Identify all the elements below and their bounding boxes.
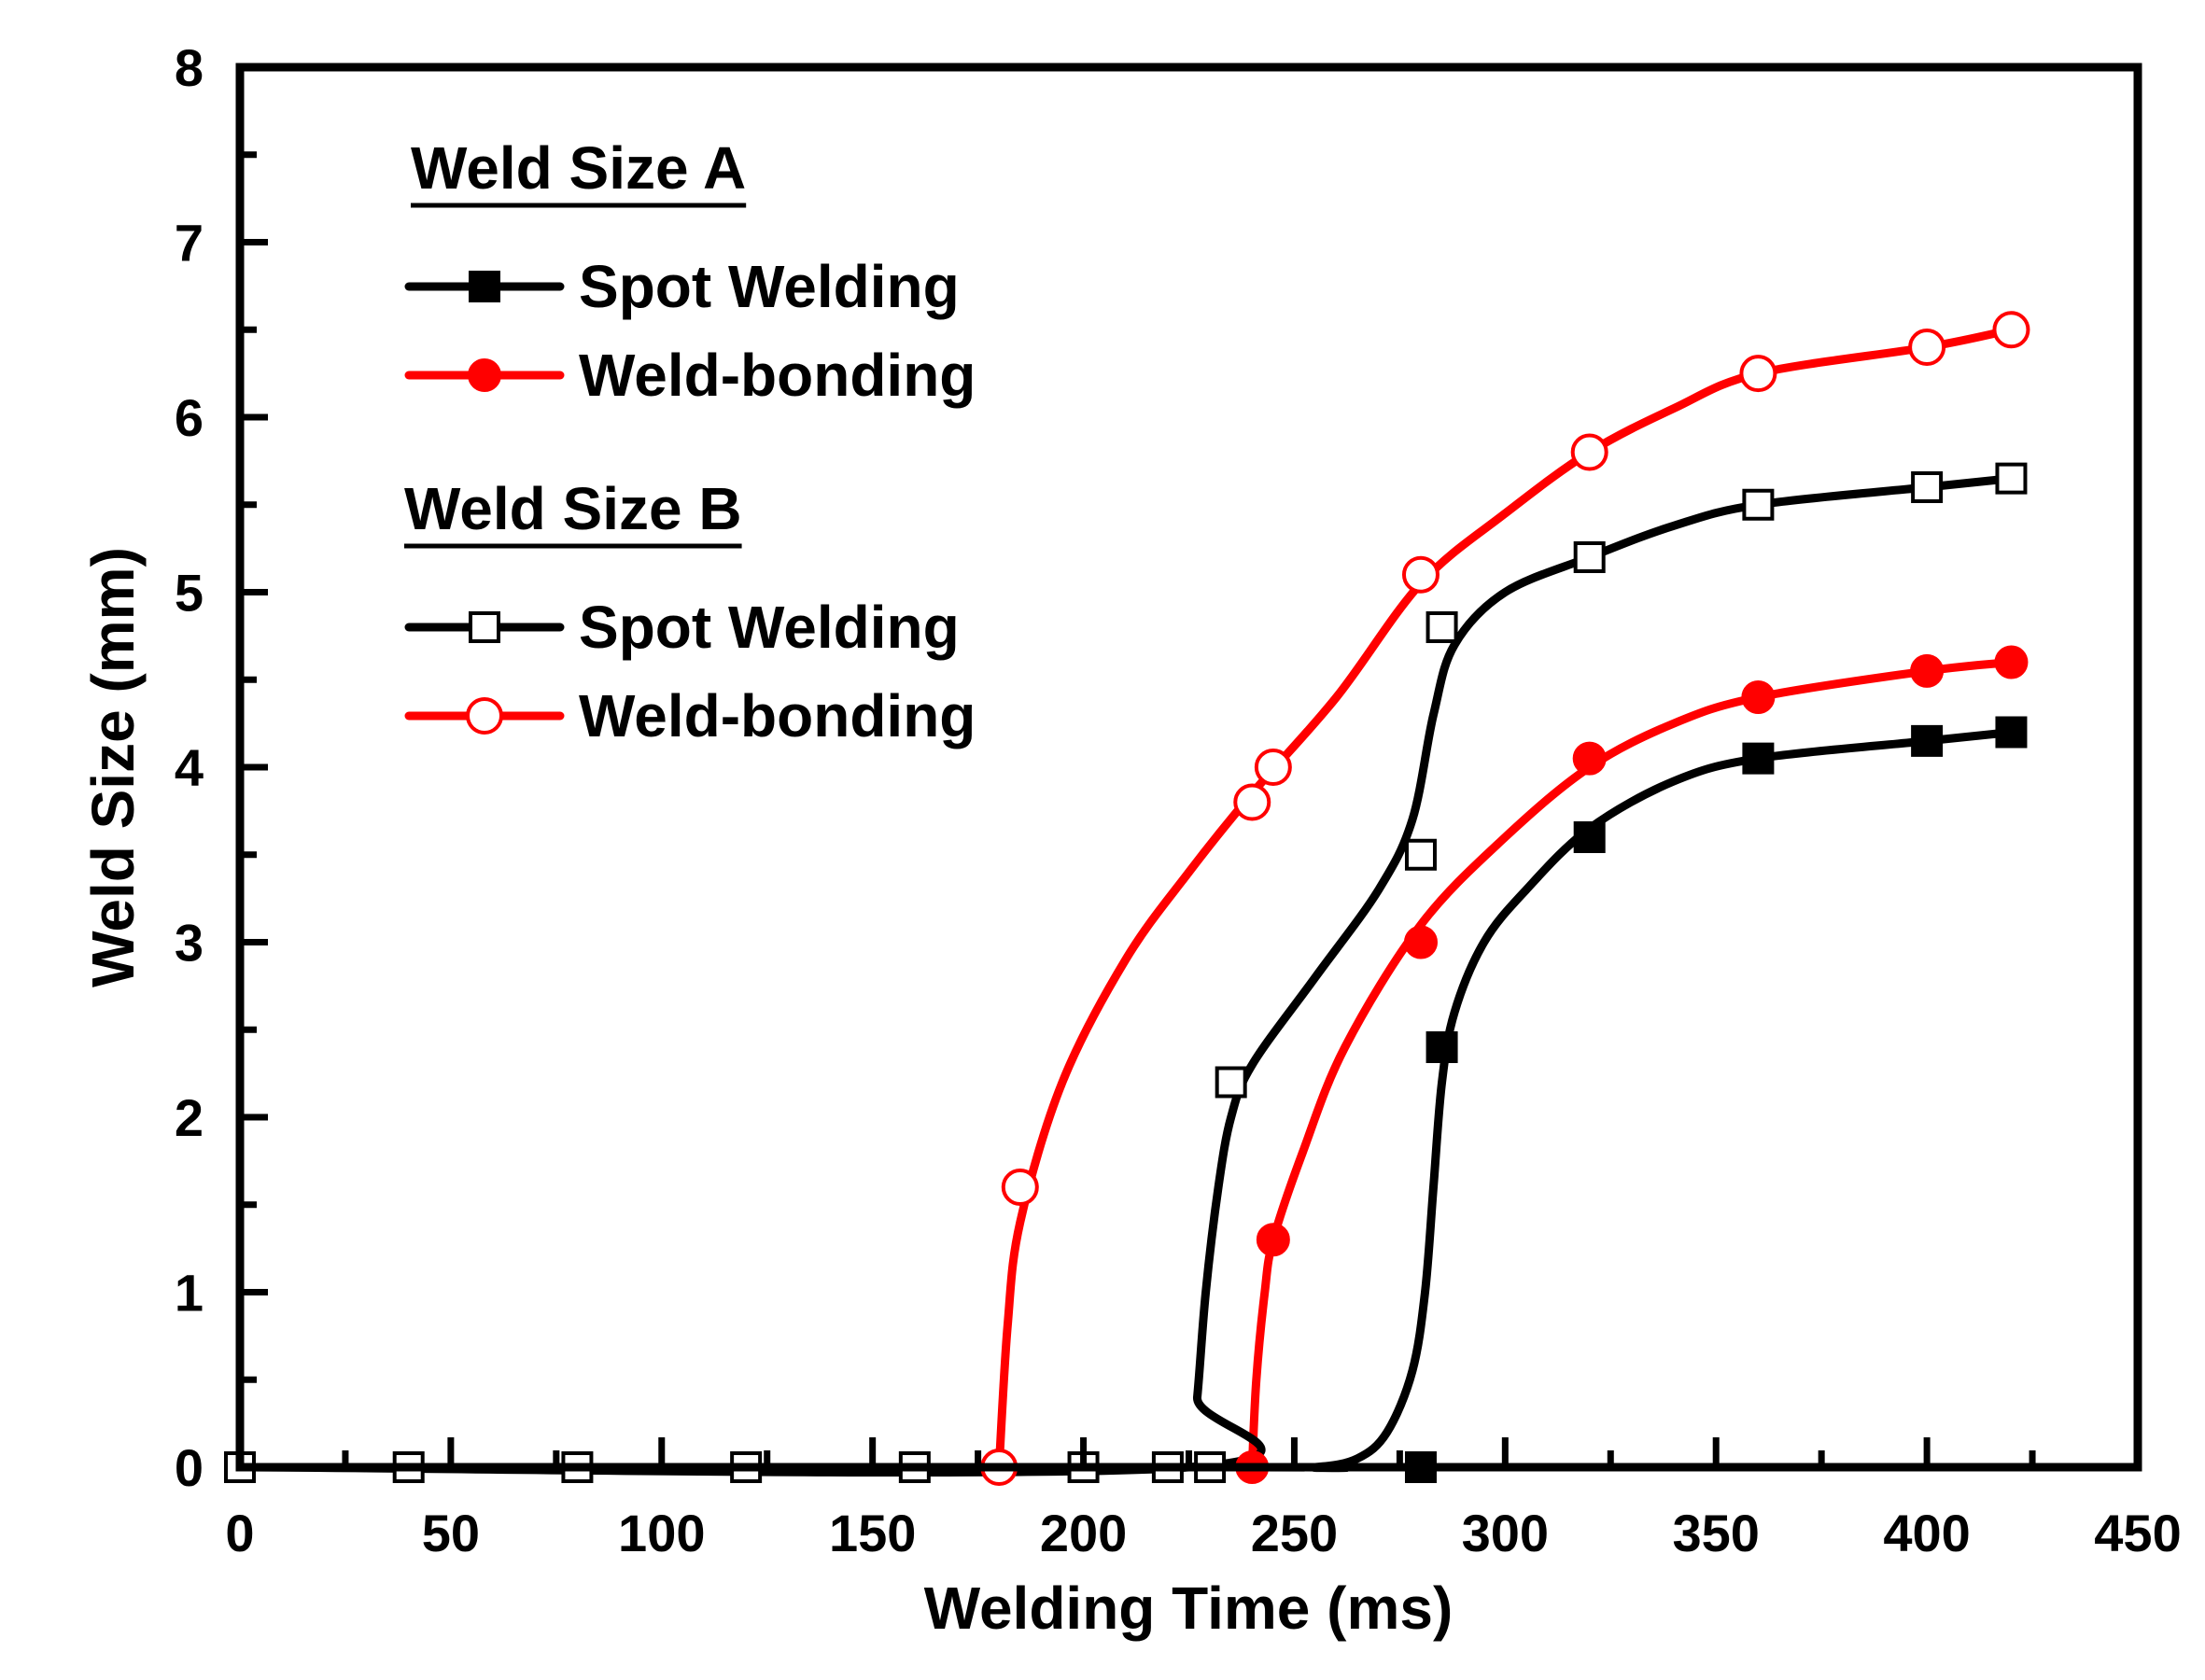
data-point-a_spot-2 [1573,821,1606,853]
data-point-a_bond-5 [1910,653,1945,688]
y-tick-label: 6 [175,388,204,447]
data-point-b_bond-8 [1992,311,2030,349]
data-point-b_bond-3 [1254,749,1292,786]
data-point-a_bond-4 [1741,680,1776,714]
legend-swatch-marker [468,358,501,392]
legend-swatch-marker [466,697,503,735]
x-tick-label: 150 [829,1504,916,1562]
y-tick-label: 3 [175,914,204,973]
data-point-b_spot-12 [1742,488,1775,521]
data-point-a_bond-6 [1994,645,2029,679]
data-point-a_spot-4 [1911,724,1944,757]
series-line-a_bond [1247,658,2015,1472]
data-point-a_spot-1 [1426,1031,1458,1063]
x-tick-label: 50 [422,1504,480,1562]
y-tick-label: 4 [175,738,204,797]
x-tick-label: 350 [1673,1504,1760,1562]
y-tick-label: 2 [175,1088,204,1147]
data-point-b_spot-10 [1426,611,1458,643]
y-tick-label: 0 [175,1438,204,1497]
x-axis-title: Welding Time (ms) [924,1575,1454,1642]
legend-label: Weld-bonding [579,342,976,409]
data-point-b_spot-13 [1911,471,1944,503]
legend-heading: Weld Size B [404,475,742,542]
x-tick-label: 200 [1040,1504,1127,1562]
y-tick-label: 5 [175,564,204,623]
data-point-b_bond-5 [1570,433,1608,471]
data-point-b_bond-1 [1001,1169,1039,1206]
legend-label: Weld-bonding [579,682,976,749]
data-point-b_bond-7 [1908,329,1946,366]
y-axis-title: Weld Size (mm) [79,547,147,987]
data-point-b_bond-4 [1401,555,1440,594]
x-tick-label: 300 [1462,1504,1549,1562]
data-point-b_spot-9 [1404,838,1437,871]
data-point-a_bond-3 [1572,741,1607,776]
x-tick-label: 450 [2094,1504,2181,1562]
data-point-a_bond-1 [1256,1223,1290,1257]
x-tick-label: 100 [618,1504,705,1562]
x-tick-label: 250 [1251,1504,1338,1562]
data-point-b_spot-8 [1215,1066,1247,1099]
x-tick-label: 400 [1883,1504,1970,1562]
legend-label: Spot Welding [579,594,960,661]
legend-label: Spot Welding [579,253,960,320]
data-point-b_bond-2 [1233,783,1271,821]
y-tick-label: 7 [175,214,204,273]
data-point-a_bond-2 [1403,925,1438,959]
legend-swatch-marker [469,271,500,302]
data-point-b_spot-11 [1573,541,1606,573]
data-point-a_spot-3 [1742,742,1775,775]
y-tick-label: 1 [175,1264,204,1323]
series-line-a_spot [235,728,2015,1473]
x-tick-label: 0 [225,1504,254,1562]
y-tick-label: 8 [175,38,204,97]
legend: Weld Size A Spot Welding Weld-bonding Weld … [404,134,976,749]
data-point-a_spot-5 [1995,716,2028,749]
plot-frame [235,63,2142,1472]
legend-heading: Weld Size A [411,134,746,202]
series-line-b_bond [994,325,2015,1472]
data-point-b_spot-14 [1995,462,2028,495]
legend-swatch-marker [469,611,500,643]
data-point-b_bond-6 [1739,355,1777,393]
